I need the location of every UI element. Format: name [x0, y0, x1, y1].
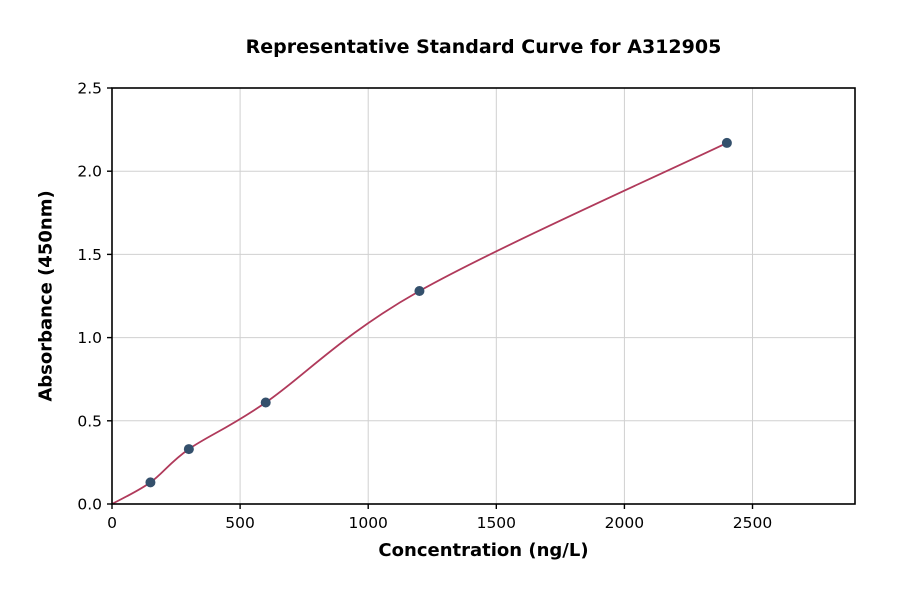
fitted-curve [111, 142, 728, 505]
data-point [721, 137, 732, 148]
y-tick-label: 2.0 [77, 163, 102, 181]
y-tick-label: 2.5 [77, 80, 102, 98]
y-tick-label: 0.5 [77, 412, 102, 430]
x-axis-label: Concentration (ng/L) [378, 540, 589, 561]
x-tick-label: 2500 [733, 514, 772, 532]
chart-title: Representative Standard Curve for A31290… [245, 36, 722, 58]
y-axis-label: Absorbance (450nm) [35, 190, 57, 402]
plot-border [111, 87, 856, 505]
y-tick-label: 1.0 [77, 329, 102, 347]
data-point [414, 286, 425, 297]
x-tick-label: 0 [107, 514, 117, 532]
x-tick-label: 500 [225, 514, 255, 532]
y-tick-label: 1.5 [77, 246, 102, 264]
data-point [260, 397, 271, 408]
data-point [145, 477, 156, 488]
x-tick-label: 2000 [605, 514, 644, 532]
y-tick-label: 0.0 [77, 496, 102, 514]
x-tick-label: 1500 [477, 514, 516, 532]
data-point [183, 444, 194, 455]
x-tick-label: 1000 [348, 514, 387, 532]
